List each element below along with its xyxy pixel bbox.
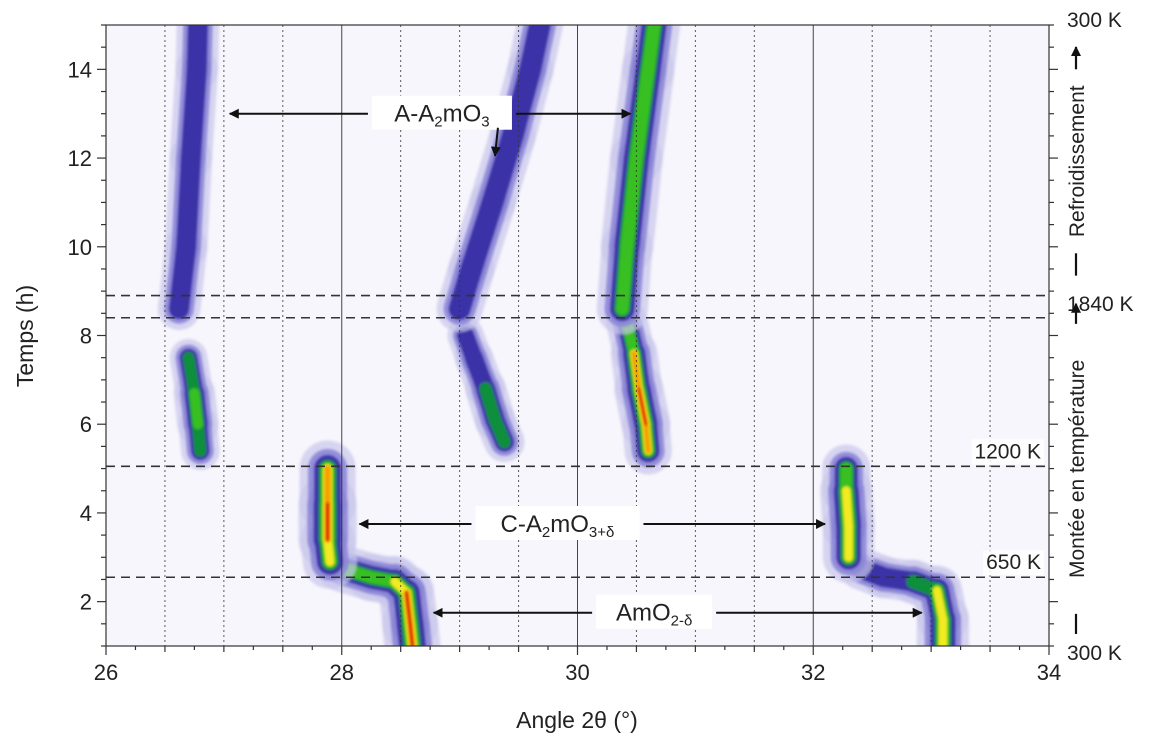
time-marker-label-1: 1200 K [974, 440, 1041, 463]
peak-0-band-7-seg-0 [408, 622, 415, 646]
right-temp-label-0: 300 K [1067, 9, 1122, 32]
time-marker-label-bg-0 [983, 550, 1044, 576]
phase-label-bg-2 [596, 594, 713, 629]
x-tick-label-26: 26 [94, 660, 118, 685]
y-tick-label-4: 4 [80, 501, 92, 526]
annotation-layer: 650 K 1200 K 300 K 1840 K 300 K Refroidisseme… [228, 9, 1134, 665]
peak-7-band-2-seg-2 [481, 124, 524, 214]
time-marker-layer [106, 294, 1049, 579]
x-tick-label-34: 34 [1037, 660, 1061, 685]
phase-label-0-part-1: 2 [434, 114, 442, 131]
phase-label-1: C-A2mO3+δ [501, 511, 615, 541]
phase-label-0: A-A2mO3 [394, 101, 489, 131]
y-axis-title: Temps (h) [12, 285, 38, 387]
peak-5-band-2-seg-3 [186, 25, 209, 80]
peak-4 [169, 338, 220, 471]
peak-8-band-7-seg-1 [637, 387, 648, 426]
peak-3-band-5-seg-1 [841, 486, 853, 531]
peak-1 [298, 440, 358, 589]
phase-arrow-0-diag [490, 127, 501, 157]
peak-4-band-4-seg-1 [189, 388, 204, 430]
phase-label-1-part-0: C-A [501, 511, 542, 538]
peak-5-band-2-seg-1 [175, 147, 202, 258]
phase-label-0-part-2: mO [443, 101, 482, 128]
phase-label-1-part-2: mO [550, 511, 589, 538]
peak-0-band-7-seg-1 [404, 591, 412, 626]
peak-8 [606, 301, 672, 475]
phase-label-bg-1 [475, 506, 640, 541]
heatmap-layer [157, 25, 970, 646]
peak-9-band-4-seg-1 [620, 151, 643, 254]
peak-7-band-2-seg-3 [501, 58, 542, 147]
peak-6-band-2-seg-3 [456, 326, 483, 367]
side-label-1: Montée en température [1066, 360, 1089, 578]
phase-label-1-part-3: 3+δ [589, 524, 614, 541]
peak-6-band-3-seg-1 [479, 382, 502, 427]
peak-5-band-2-seg-0 [168, 236, 197, 320]
peak-7-band-2-seg-1 [460, 191, 504, 281]
time-marker-label-bg-1 [971, 439, 1044, 465]
peak-9-band-4-seg-3 [641, 25, 661, 76]
y-tick-label-2: 2 [80, 590, 92, 615]
peak-9-band-4-seg-2 [629, 62, 655, 165]
y-tick-label-6: 6 [80, 412, 92, 437]
peak-5 [157, 25, 220, 331]
peak-7-band-2-seg-4 [519, 25, 551, 81]
phase-label-2-part-0: AmO [616, 600, 671, 627]
peak-7 [436, 25, 563, 332]
x-tick-label-30: 30 [565, 660, 589, 685]
y-tick-label-8: 8 [80, 324, 92, 349]
side-label-bg-0 [1062, 69, 1090, 254]
peak-8-band-6-seg-0 [643, 421, 651, 454]
x-axis-title: Angle 2θ (°) [516, 707, 638, 733]
y-tick-label-12: 12 [68, 146, 92, 171]
peak-9-band-4-seg-0 [615, 240, 634, 316]
phase-label-2-part-1: 2-δ [671, 613, 693, 630]
peak-6 [447, 317, 525, 463]
phase-label-1-part-1: 2 [542, 524, 550, 541]
y-tick-label-10: 10 [68, 235, 92, 260]
right-temp-label-2: 300 K [1067, 642, 1122, 665]
grid-layer [164, 25, 991, 646]
phase-label-0-part-0: A-A [394, 101, 434, 128]
side-label-bg-1 [1062, 323, 1090, 614]
right-temp-label-1: 1840 K [1067, 293, 1134, 316]
phase-label-2: AmO2-δ [616, 600, 692, 630]
time-marker-label-0: 650 K [986, 551, 1041, 574]
side-label-0: Refroidissement [1066, 85, 1089, 237]
x-tick-label-28: 28 [330, 660, 354, 685]
peak-4-band-3-seg-2 [182, 351, 201, 400]
x-tick-label-32: 32 [801, 660, 825, 685]
y-tick-label-14: 14 [68, 57, 92, 82]
peak-5-band-2-seg-2 [180, 59, 208, 169]
peak-2-band-5-seg-1 [932, 586, 948, 624]
peak-9 [596, 25, 681, 335]
peak-3 [820, 444, 875, 583]
phase-label-0-part-3: 3 [481, 114, 489, 131]
phase-label-bg-0 [371, 95, 512, 130]
